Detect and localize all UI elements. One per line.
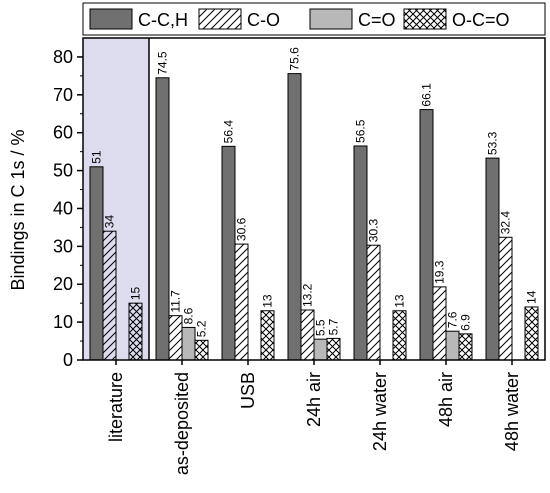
data-label: 11.7 [169,290,183,313]
axes: 0 10 20 30 40 50 60 70 80 literature as-deposited U… [53,37,546,475]
data-label: 6.9 [459,314,473,331]
data-label: 34 [103,215,117,229]
data-label: 7.6 [446,311,460,328]
y-tick-label: 0 [63,350,73,370]
bar-c-o-1 [168,315,183,361]
data-label: 8.6 [182,307,196,324]
bar-c-c-h-4 [353,145,368,361]
y-tick-label: 30 [53,236,73,256]
bar-c-o-6 [498,236,513,361]
y-tick-label: 40 [53,198,73,218]
x-tick-label: 24h water [370,372,390,451]
bar-o-c-o-5 [458,333,473,361]
bar-c-o-4 [366,244,381,361]
legend-label: C=O [358,10,396,30]
x-tick-label: literature [106,372,126,442]
bar-o-c-o-4 [392,310,407,361]
bar-c-o-3 [300,309,315,361]
data-label: 13 [261,294,275,308]
legend-label: O-C=O [452,10,510,30]
bar-c-c-h-3 [287,73,302,361]
data-label: 56.5 [354,119,368,143]
bar-o-c-o-2 [260,310,275,361]
data-label: 5.2 [195,320,209,337]
legend-swatch [309,8,353,30]
data-label: 5.7 [327,318,341,335]
data-label: 13.2 [301,283,315,307]
bar-c-o-1 [181,326,196,361]
data-label: 30.3 [367,219,381,243]
data-label: 14 [525,290,539,304]
data-label: 51 [90,150,104,164]
bar-c-o-5 [445,330,460,361]
bar-o-c-o-1 [194,339,209,361]
bar-c-c-h-1 [155,77,170,361]
bar-c-c-h-0 [89,166,104,361]
legend: C-C,H C-O C=O O-C=O [82,2,546,36]
legend-label: C-O [247,10,280,30]
bars [89,73,539,361]
data-label: 75.6 [288,47,302,71]
y-tick-label: 60 [53,123,73,143]
y-tick-label: 20 [53,274,73,294]
x-tick-label: 48h water [502,372,522,451]
legend-swatch [89,8,133,30]
data-label: 66.1 [420,83,434,107]
y-axis-label: Bindings in C 1s / % [8,129,28,290]
bar-c-o-2 [234,243,249,361]
data-label: 15 [129,287,143,301]
data-label: 74.5 [156,51,170,75]
x-tick-label: as-deposited [172,372,192,475]
legend-swatch [403,8,447,30]
data-labels: 51 34 15 74.5 11.78.65.2 56.4 30.6 13 75.6 13.2 5.… [90,47,539,337]
bar-c-c-h-5 [419,109,434,361]
y-tick-label: 80 [53,47,73,67]
x-tick-label: USB [238,372,258,409]
data-label: 5.5 [314,319,328,336]
bar-o-c-o-0 [128,302,143,361]
bar-o-c-o-3 [326,337,341,361]
bar-c-c-h-6 [485,157,500,361]
data-label: 19.3 [433,260,447,284]
legend-label: C-C,H [138,10,188,30]
data-label: 30.6 [235,217,249,241]
data-label: 32.4 [499,211,513,235]
data-label: 56.4 [222,120,236,144]
bar-c-o-5 [432,286,447,361]
bar-c-o-3 [313,338,328,361]
bar-c-c-h-2 [221,145,236,361]
x-tick-label: 24h air [304,372,324,427]
data-label: 13 [393,294,407,308]
bar-c-o-0 [102,230,117,361]
y-tick-label: 10 [53,312,73,332]
data-label: 53.3 [486,131,500,155]
bar-o-c-o-6 [524,306,539,361]
x-tick-label: 48h air [436,372,456,427]
y-tick-label: 50 [53,161,73,181]
y-tick-label: 70 [53,85,73,105]
legend-swatch [198,8,242,30]
